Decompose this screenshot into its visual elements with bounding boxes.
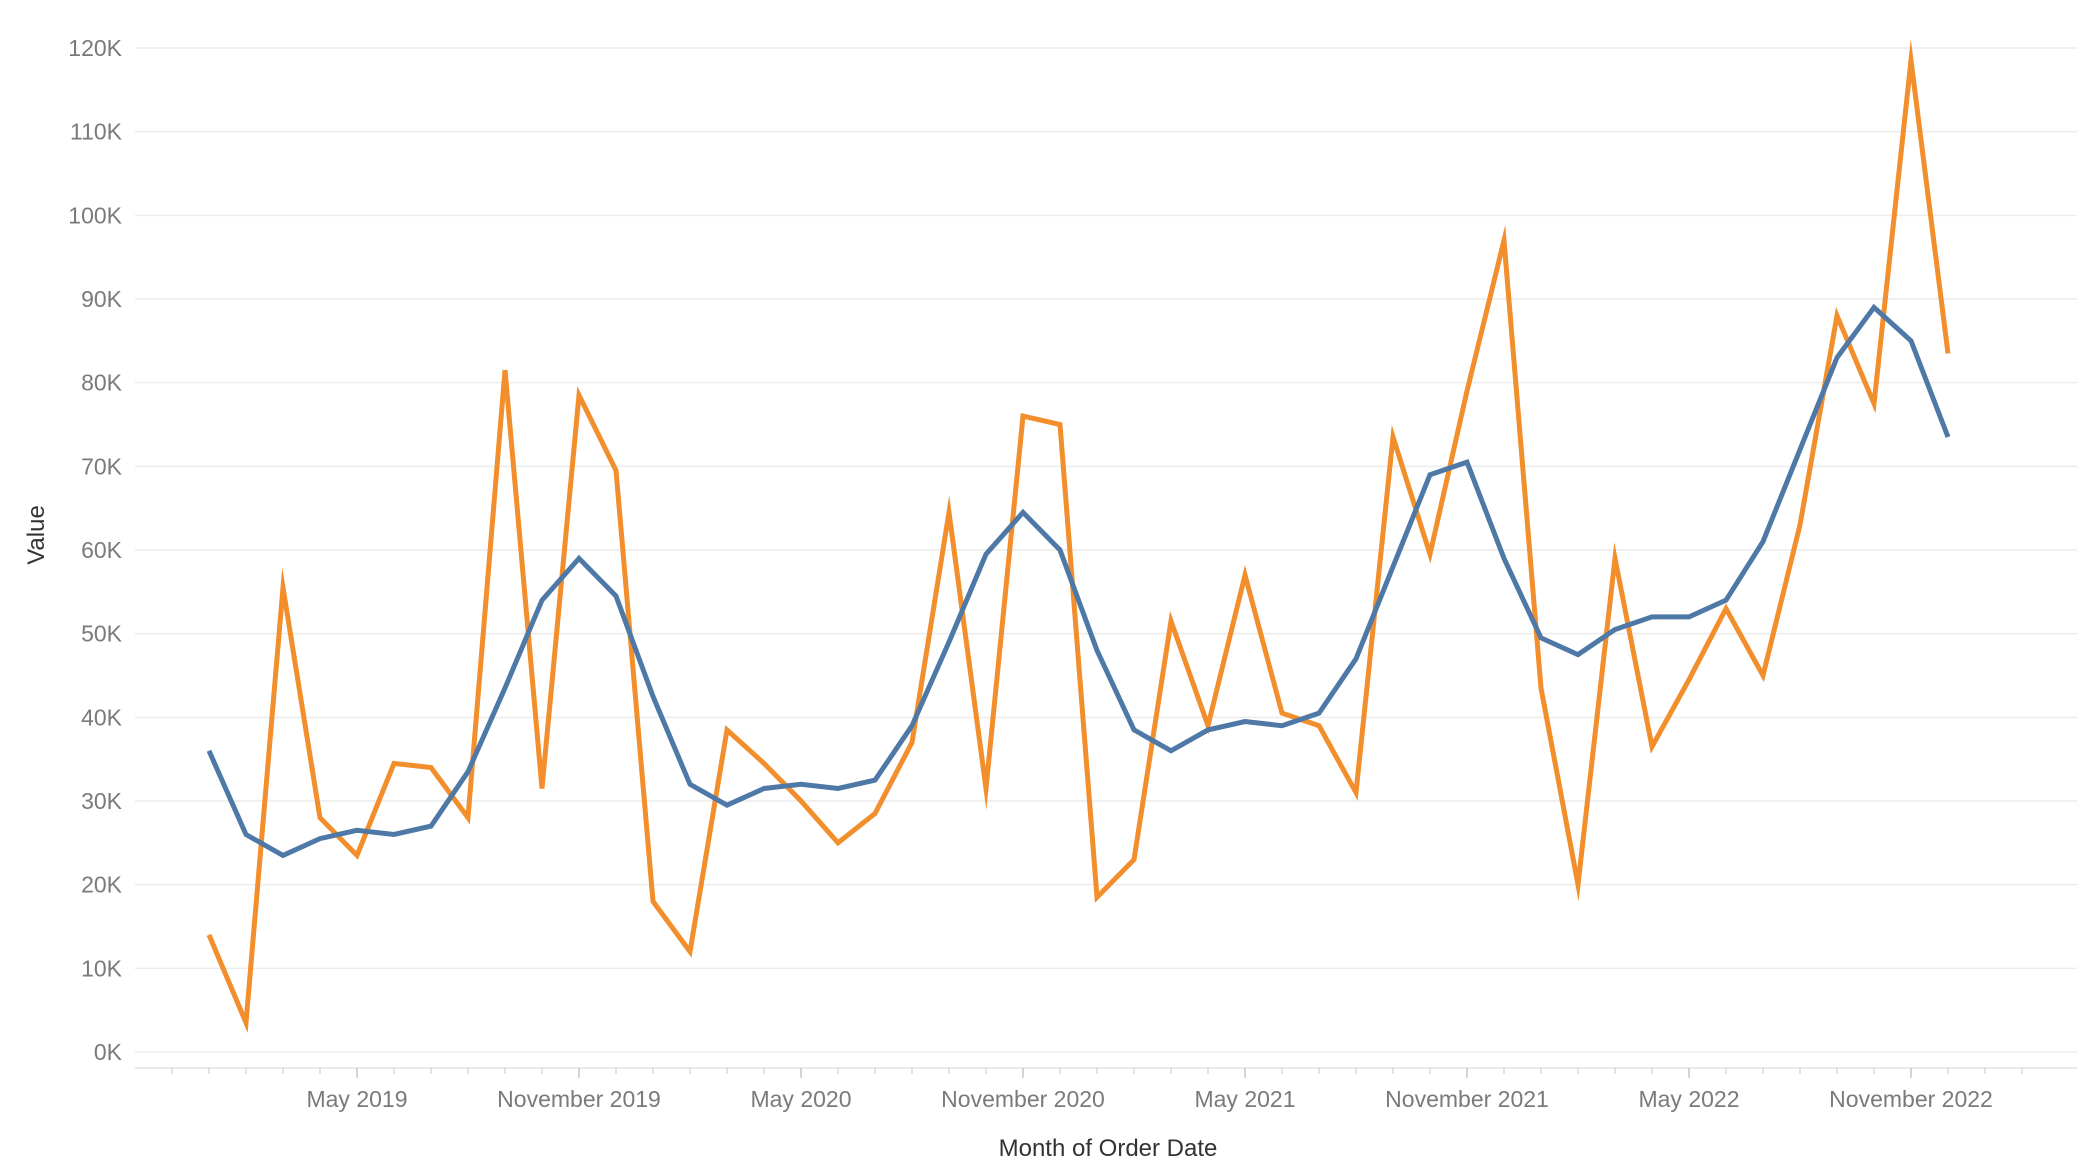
axes: 0K 10K 20K 30K 40K 50K 60K 70K 80K 90K 100K 110K 120… [68,35,2077,1112]
y-tick-label: 50K [81,621,123,647]
y-tick-label: 110K [70,119,123,145]
series-lines [206,39,1951,1034]
x-tick-label: November 2019 [497,1086,661,1112]
series-line-1 [206,39,1951,1034]
series-line-2 [206,303,1951,859]
y-tick-label: 0K [94,1039,123,1065]
y-tick-label: 10K [81,955,123,981]
x-tick-label: May 2022 [1638,1086,1739,1112]
y-tick-label: 40K [81,704,123,730]
y-tick-label: 60K [81,537,123,563]
x-axis-title: Month of Order Date [999,1135,1218,1162]
x-tick-label: November 2020 [941,1086,1105,1112]
y-tick-label: 30K [81,788,123,814]
y-axis-title: Value [23,505,50,565]
x-tick-label: November 2021 [1385,1086,1549,1112]
y-tick-label: 90K [81,286,123,312]
y-tick-label: 120K [68,35,122,61]
x-tick-label: May 2021 [1194,1086,1295,1112]
y-tick-label: 100K [68,202,122,228]
x-tick-label: November 2022 [1829,1086,1993,1112]
x-tick-label: May 2020 [750,1086,851,1112]
y-tick-label: 20K [81,872,123,898]
y-tick-label: 70K [81,453,123,479]
gridlines [135,47,2077,1053]
x-tick-label: May 2019 [306,1086,407,1112]
y-tick-label: 80K [81,370,123,396]
